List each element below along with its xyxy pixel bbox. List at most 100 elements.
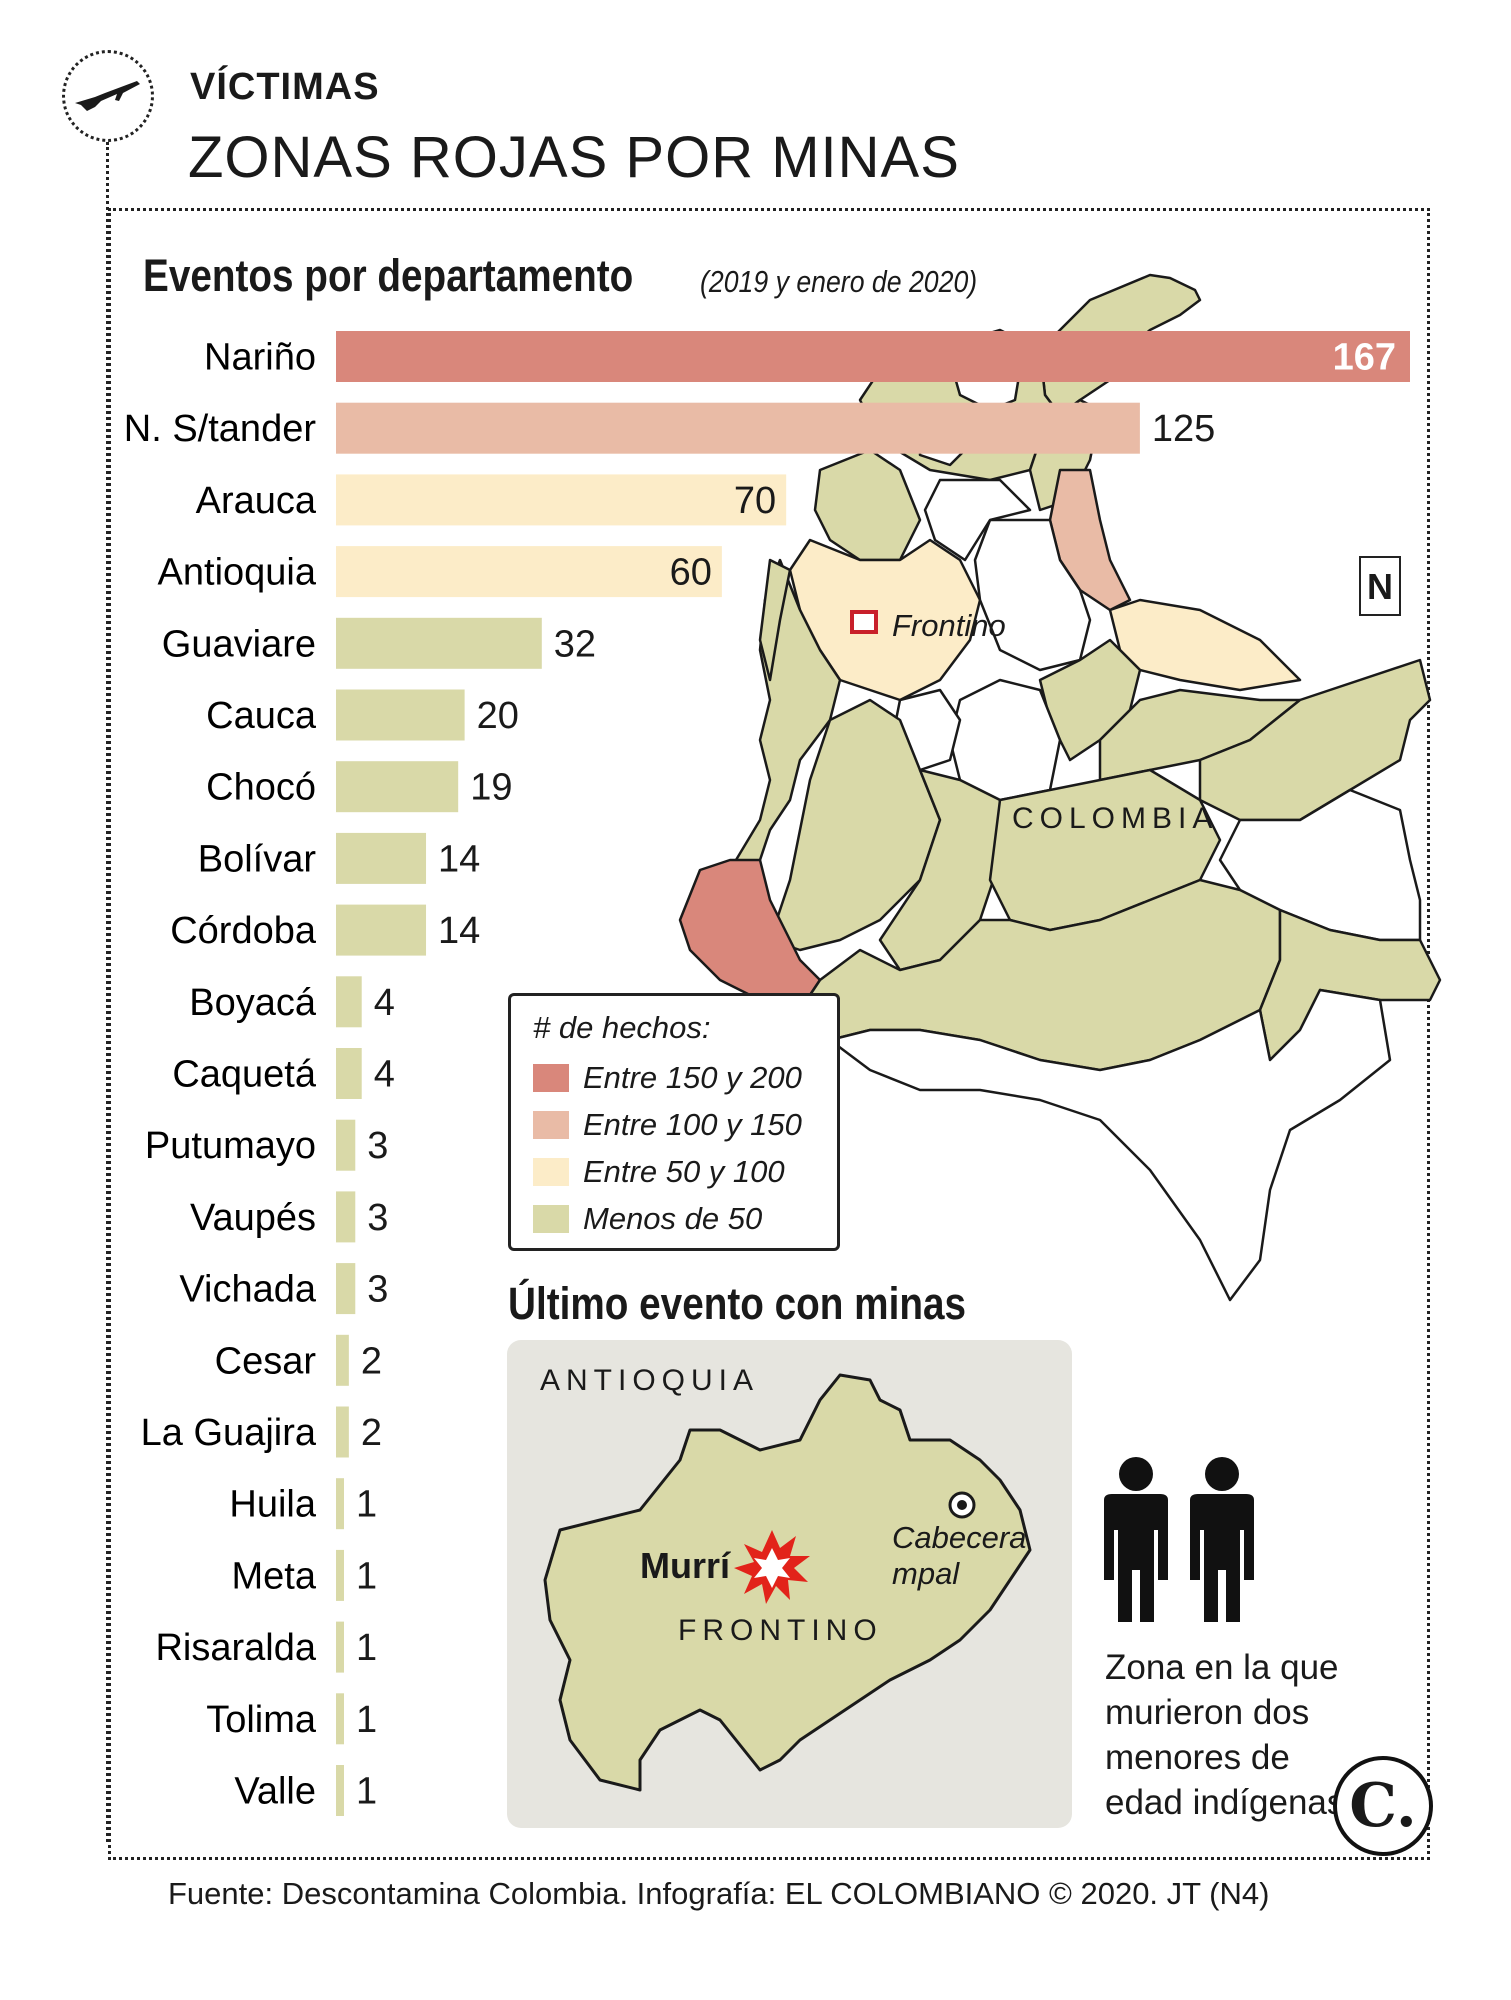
legend-swatch xyxy=(533,1063,569,1092)
value-label: 2 xyxy=(361,1340,382,1382)
value-label: 125 xyxy=(1152,408,1215,450)
bar xyxy=(336,761,459,813)
category-label: Meta xyxy=(232,1555,317,1597)
category-label: Tolima xyxy=(206,1699,317,1741)
category-label: Arauca xyxy=(196,480,317,522)
bar xyxy=(336,976,362,1028)
legend-item: Entre 50 y 100 xyxy=(533,1148,837,1195)
bar xyxy=(336,402,1140,454)
value-label: 1 xyxy=(356,1771,377,1813)
category-label: Putumayo xyxy=(145,1125,316,1167)
source-credit: Fuente: Descontamina Colombia. Infografí… xyxy=(168,1876,1270,1911)
legend-label: Menos de 50 xyxy=(583,1200,763,1236)
kicker: VÍCTIMAS xyxy=(190,66,380,108)
person-icon xyxy=(1190,1457,1254,1622)
region-urabi-strip xyxy=(758,558,792,682)
category-label: Boyacá xyxy=(189,982,317,1024)
region-valle-cauca xyxy=(768,698,942,952)
event-label: Murrí xyxy=(640,1545,731,1586)
bar xyxy=(336,689,465,741)
legend-label: Entre 50 y 100 xyxy=(583,1153,785,1189)
value-label: 3 xyxy=(367,1125,388,1167)
dotted-leader xyxy=(106,142,109,1842)
category-label: Bolívar xyxy=(198,838,317,880)
bar xyxy=(336,1119,356,1171)
chart-title: Eventos por departamento xyxy=(143,250,634,301)
category-label: Vichada xyxy=(179,1269,317,1311)
map-legend: # de hechos: Entre 150 y 200 Entre 100 y… xyxy=(508,993,840,1251)
value-label: 1 xyxy=(356,1627,377,1669)
north-arrow-icon: N xyxy=(1359,556,1401,616)
bar xyxy=(336,617,542,669)
category-label: Cesar xyxy=(215,1340,317,1382)
legend-label: Entre 100 y 150 xyxy=(583,1106,802,1142)
value-label: 2 xyxy=(361,1412,382,1454)
bar xyxy=(336,1693,344,1745)
bar xyxy=(336,546,722,598)
value-label: 32 xyxy=(554,623,596,665)
category-label: Vaupés xyxy=(190,1197,316,1239)
bar xyxy=(336,832,427,884)
inset-title: Último evento con minas xyxy=(508,1278,967,1329)
bar xyxy=(336,1048,362,1099)
bar xyxy=(336,1621,344,1673)
bar xyxy=(336,331,1410,382)
value-label: 60 xyxy=(670,552,712,594)
value-label: 14 xyxy=(438,838,480,880)
bar xyxy=(336,904,427,956)
category-label: Córdoba xyxy=(170,910,317,952)
value-label: 20 xyxy=(477,695,519,737)
bar xyxy=(336,1549,344,1601)
bar xyxy=(336,1406,349,1458)
country-label: COLOMBIA xyxy=(1012,802,1218,835)
value-label: 19 xyxy=(470,767,512,809)
category-label: Valle xyxy=(234,1771,316,1813)
legend-swatch xyxy=(533,1204,569,1233)
value-label: 3 xyxy=(367,1197,388,1239)
headline: ZONAS ROJAS POR MINAS xyxy=(188,125,960,190)
category-label: Nariño xyxy=(204,337,316,379)
content-frame xyxy=(108,208,1430,1860)
category-label: Antioquia xyxy=(158,552,317,594)
category-label: La Guajira xyxy=(141,1412,317,1454)
category-label: Huila xyxy=(229,1484,316,1526)
legend-item: Entre 100 y 150 xyxy=(533,1101,837,1148)
value-label: 1 xyxy=(356,1699,377,1741)
cabecera-label-1: Cabecera xyxy=(892,1520,1026,1555)
category-label: Caquetá xyxy=(172,1054,317,1096)
value-label: 70 xyxy=(734,480,776,522)
value-label: 4 xyxy=(374,982,395,1024)
category-label: Risaralda xyxy=(155,1627,316,1669)
region-vichada xyxy=(1198,658,1432,822)
category-label: N. S/tander xyxy=(124,408,317,450)
chart-subtitle: (2019 y enero de 2020) xyxy=(700,264,978,299)
bar xyxy=(336,474,787,526)
region-amazonas xyxy=(828,988,1392,1302)
bar xyxy=(336,1191,356,1243)
legend-swatch xyxy=(533,1110,569,1139)
legend-swatch xyxy=(533,1157,569,1186)
bar xyxy=(336,1263,356,1315)
cabecera-label-2: mpal xyxy=(892,1556,960,1591)
legend-title: # de hechos: xyxy=(533,1010,711,1045)
person-icon xyxy=(1104,1457,1168,1622)
category-label: Guaviare xyxy=(162,623,316,665)
legend-item: Entre 150 y 200 xyxy=(533,1054,837,1101)
frontino-marker xyxy=(850,610,878,634)
bar xyxy=(336,1478,344,1530)
value-label: 3 xyxy=(367,1269,388,1311)
bar xyxy=(336,1334,349,1386)
legend-item: Menos de 50 xyxy=(533,1195,837,1242)
value-label: 4 xyxy=(374,1054,395,1096)
bar xyxy=(336,1765,344,1816)
inset-municipality-label: FRONTINO xyxy=(678,1614,883,1647)
header-icon-circle xyxy=(62,50,154,142)
publisher-logo: C. xyxy=(1333,1756,1433,1856)
value-label: 1 xyxy=(356,1484,377,1526)
value-label: 167 xyxy=(1333,337,1396,379)
frontino-label: Frontino xyxy=(892,608,1006,643)
region-bolivar-white xyxy=(923,478,1032,562)
